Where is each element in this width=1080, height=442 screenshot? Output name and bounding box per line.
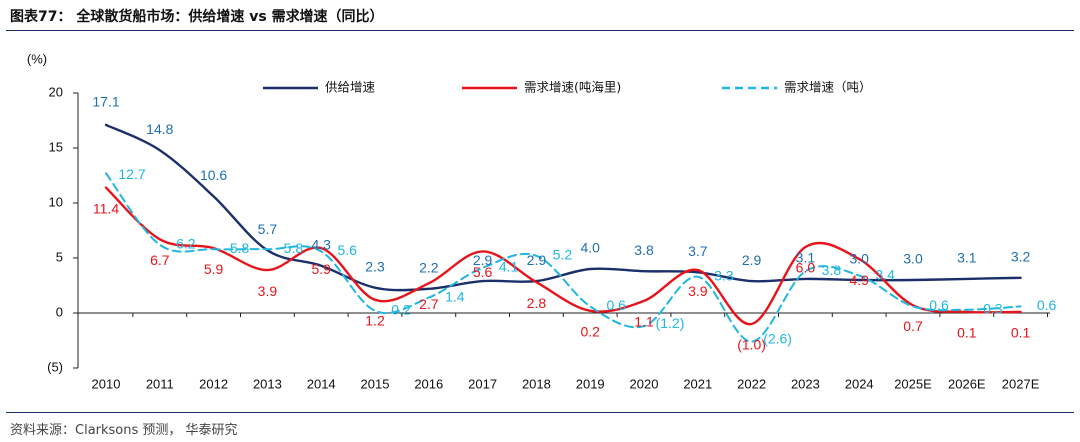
data-label-supply: 4.3: [311, 236, 331, 252]
x-tick-label: 2011: [146, 376, 174, 391]
y-tick-label: 5: [56, 249, 63, 264]
y-tick-label: (5): [47, 359, 63, 374]
series-line-demand-tonnes: [105, 172, 1022, 343]
data-label-demand-tonnes: 5.2: [553, 247, 573, 263]
y-axis-unit-label: (%): [27, 51, 47, 66]
data-label-supply: 3.1: [796, 250, 816, 266]
data-label-supply: 3.1: [957, 250, 977, 266]
data-label-demand-tonnes: 4.1: [499, 259, 519, 275]
data-label-demand-tonnes: 1.4: [445, 288, 465, 304]
legend-label-demand-tonmile: 需求增速(吨海里): [524, 80, 621, 95]
x-tick-label: 2010: [92, 376, 121, 391]
source-rule: [6, 412, 1074, 413]
data-label-supply: 3.8: [634, 242, 654, 258]
y-tick-label: 15: [49, 139, 63, 154]
x-tick-label: 2025E: [894, 376, 932, 391]
x-tick-label: 2020: [630, 376, 659, 391]
data-label-demand-tonmile: 2.7: [419, 296, 439, 312]
y-tick-label: 10: [49, 194, 63, 209]
data-label-demand-tonmile: 0.2: [580, 324, 600, 340]
data-label-demand-tonmile: 5.9: [204, 261, 224, 277]
data-label-supply: 2.9: [527, 252, 547, 268]
data-label-supply: 2.3: [365, 258, 385, 274]
data-label-supply: 17.1: [92, 94, 119, 110]
data-label-demand-tonnes: 3.8: [822, 262, 842, 278]
data-label-demand-tonnes: 0.2: [391, 302, 411, 318]
data-label-demand-tonmile: 1.2: [365, 313, 385, 329]
x-tick-label: 2022: [737, 376, 766, 391]
data-label-demand-tonnes: 5.6: [337, 242, 357, 258]
data-label-supply: 14.8: [146, 121, 173, 137]
data-label-supply: 3.7: [688, 243, 708, 259]
figure-title: 图表77： 全球散货船市场：供给增速 vs 需求增速（同比）: [10, 9, 384, 25]
data-label-demand-tonnes: 5.8: [284, 240, 304, 256]
x-tick-label: 2016: [414, 376, 443, 391]
x-tick-label: 2026E: [948, 376, 986, 391]
x-tick-label: 2014: [307, 376, 336, 391]
x-tick-label: 2017: [468, 376, 497, 391]
data-label-demand-tonmile: 3.9: [688, 283, 708, 299]
data-label-demand-tonmile: (1.0): [737, 337, 766, 353]
data-label-demand-tonnes: 0.3: [983, 300, 1003, 316]
series-line-demand-tonmile: [104, 186, 1022, 326]
data-label-demand-tonmile: 3.9: [258, 283, 278, 299]
x-tick-label: 2027E: [1002, 376, 1040, 391]
data-label-demand-tonnes: 12.7: [118, 166, 145, 182]
y-tick-label: 20: [49, 84, 63, 99]
data-label-supply: 2.9: [473, 252, 493, 268]
data-label-demand-tonnes: 3.4: [875, 266, 895, 282]
series-line-supply-growth: [104, 123, 1022, 292]
x-tick-label: 2023: [791, 376, 820, 391]
data-label-demand-tonmile: 2.8: [527, 295, 547, 311]
data-label-supply: 10.6: [200, 167, 227, 183]
data-label-demand-tonnes: 0.6: [1037, 297, 1057, 313]
data-label-demand-tonmile: 0.1: [957, 325, 977, 341]
data-label-demand-tonnes: 5.8: [230, 240, 250, 256]
data-label-demand-tonmile: 1.1: [634, 314, 654, 330]
x-tick-label: 2024: [845, 376, 874, 391]
legend-label-supply-growth: 供给增速: [325, 80, 376, 95]
data-label-supply: 3.0: [903, 251, 923, 267]
data-label-supply: 3.0: [849, 251, 869, 267]
legend-label-demand-tonnes: 需求增速（吨）: [784, 80, 872, 95]
data-label-demand-tonmile: 11.4: [93, 200, 119, 216]
data-label-supply: 3.2: [1011, 249, 1031, 265]
x-tick-label: 2013: [253, 376, 282, 391]
x-tick-label: 2019: [576, 376, 605, 391]
line-chart: (%) (5) 0 5 10 15 20 2010 2011 2012 2013 2014 2015 20…: [27, 51, 1057, 391]
data-label-demand-tonnes: (1.2): [656, 315, 685, 331]
data-label-demand-tonnes: 0.6: [606, 297, 626, 313]
data-label-demand-tonmile: 4.9: [849, 272, 869, 288]
data-label-demand-tonnes: (2.6): [763, 330, 792, 346]
data-label-supply: 2.9: [742, 252, 762, 268]
data-label-demand-tonmile: 6.0: [796, 260, 816, 276]
data-label-supply: 4.0: [580, 240, 600, 256]
x-tick-label: 2021: [683, 376, 712, 391]
data-label-demand-tonmile: 5.6: [473, 264, 493, 280]
data-label-demand-tonmile: 0.7: [903, 318, 923, 334]
data-label-demand-tonnes: 3.3: [714, 267, 734, 283]
title-rule: [6, 30, 1074, 31]
data-label-demand-tonmile: 6.7: [150, 252, 170, 268]
x-tick-label: 2018: [522, 376, 551, 391]
data-label-supply: 2.2: [419, 260, 439, 276]
y-tick-label: 0: [56, 304, 63, 319]
source-note: 资料来源：Clarksons 预测， 华泰研究: [10, 423, 238, 438]
x-tick-label: 2012: [199, 376, 228, 391]
data-label-demand-tonmile: 0.1: [1011, 325, 1031, 341]
data-label-demand-tonmile: 5.9: [311, 261, 331, 277]
data-label-demand-tonnes: 6.2: [176, 236, 196, 252]
data-label-demand-tonnes: 0.6: [929, 297, 949, 313]
x-tick-label: 2015: [361, 376, 390, 391]
data-label-supply: 5.7: [258, 221, 278, 237]
